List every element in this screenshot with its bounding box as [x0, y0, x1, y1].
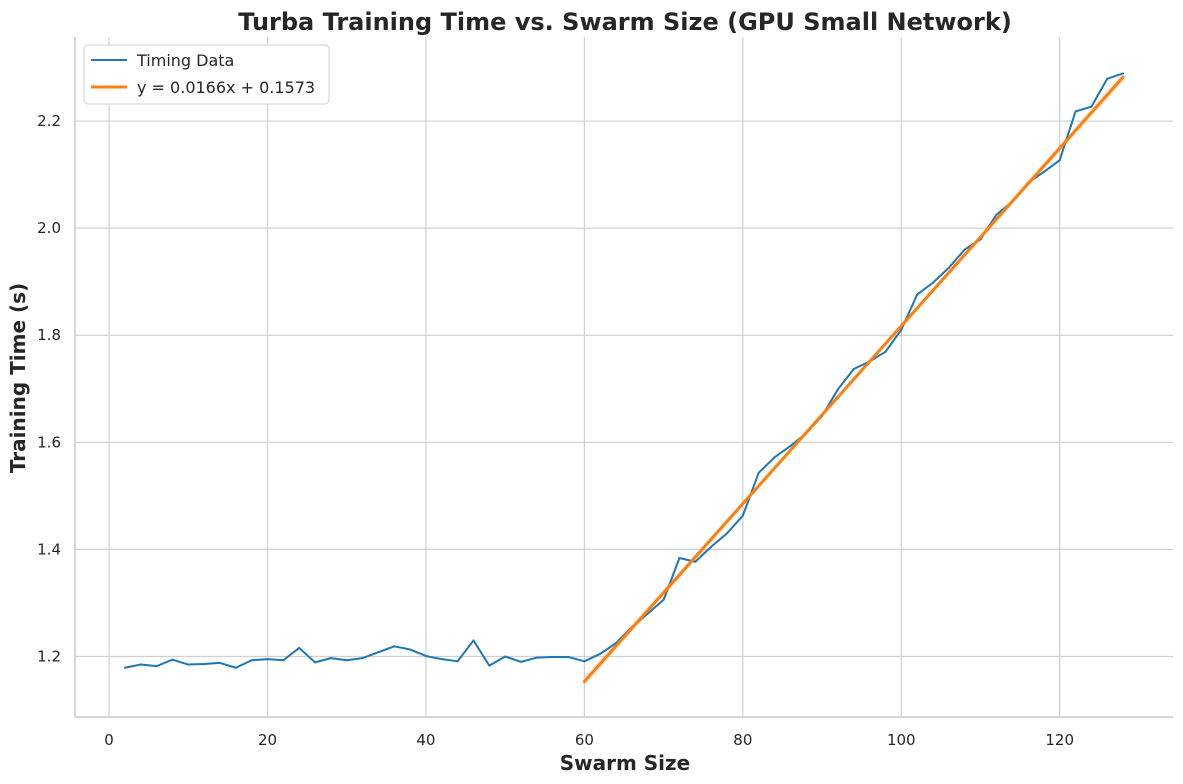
x-tick-label: 60: [575, 731, 594, 749]
data-point: [789, 445, 792, 448]
data-point: [250, 659, 253, 662]
data-point: [757, 471, 760, 474]
x-tick-label: 40: [416, 731, 435, 749]
axes-spines: [74, 37, 1173, 718]
data-point: [741, 514, 744, 517]
data-point: [1106, 77, 1109, 80]
data-point: [551, 656, 554, 659]
y-tick-label: 1.8: [37, 326, 61, 344]
data-point: [424, 654, 427, 657]
data-point: [1042, 170, 1045, 173]
y-tick-label: 1.2: [37, 647, 61, 665]
data-point: [916, 293, 919, 296]
data-point: [298, 646, 301, 649]
x-tick-label: 120: [1045, 731, 1074, 749]
legend: Timing Data y = 0.0166x + 0.1573: [83, 44, 330, 105]
data-point: [678, 556, 681, 559]
data-point: [218, 661, 221, 664]
data-point: [836, 388, 839, 391]
chart-title: Turba Training Time vs. Swarm Size (GPU …: [238, 8, 1012, 36]
data-point: [456, 660, 459, 663]
data-point: [123, 666, 126, 669]
data-point: [314, 661, 317, 664]
tick-labels: 0 20 40 60 80 100 120 1.2 1.4 1.6 1.8 2.0 2.2: [37, 112, 1074, 749]
x-tick-label: 0: [104, 731, 114, 749]
data-point: [155, 665, 158, 668]
data-point: [139, 663, 142, 666]
data-point: [710, 545, 713, 548]
legend-label-timing-data: Timing Data: [136, 51, 234, 70]
y-axis-label: Training Time (s): [6, 283, 30, 473]
data-point: [900, 328, 903, 331]
data-point: [963, 248, 966, 251]
data-point: [995, 213, 998, 216]
data-point: [1122, 72, 1125, 75]
x-tick-label: 20: [258, 731, 277, 749]
y-tick-label: 1.6: [37, 433, 61, 451]
data-point: [440, 658, 443, 661]
data-point: [504, 655, 507, 658]
data-point: [282, 659, 285, 662]
data-point: [662, 598, 665, 601]
series-line-timing-data: [124, 72, 1124, 669]
data-point: [1090, 105, 1093, 108]
data-point: [1058, 159, 1061, 162]
grid: [75, 37, 1173, 717]
data-point: [725, 532, 728, 535]
data-point: [535, 656, 538, 659]
data-point: [345, 659, 348, 662]
data-point: [520, 660, 523, 663]
x-axis-label: Swarm Size: [560, 751, 691, 775]
data-point: [377, 651, 380, 654]
x-tick-label: 80: [733, 731, 752, 749]
data-point: [567, 656, 570, 659]
data-point: [1074, 110, 1077, 113]
data-point: [393, 645, 396, 648]
data-point: [187, 663, 190, 666]
series-layer: [123, 72, 1125, 684]
data-point: [583, 660, 586, 663]
data-point: [203, 662, 206, 665]
y-tick-label: 2.0: [37, 219, 61, 237]
data-point: [773, 456, 776, 459]
data-point: [234, 666, 237, 669]
data-point: [409, 648, 412, 651]
data-point: [694, 560, 697, 563]
y-tick-label: 2.2: [37, 112, 61, 130]
legend-box: [83, 44, 330, 105]
legend-label-fit-line: y = 0.0166x + 0.1573: [137, 78, 315, 97]
x-tick-label: 100: [887, 731, 916, 749]
data-point: [488, 664, 491, 667]
data-point: [171, 658, 174, 661]
data-point: [361, 657, 364, 660]
data-point: [931, 281, 934, 284]
data-point: [852, 367, 855, 370]
data-point: [472, 639, 475, 642]
data-point: [947, 266, 950, 269]
series-line-fit: [582, 75, 1125, 684]
data-point: [266, 658, 269, 661]
y-tick-label: 1.4: [37, 540, 61, 558]
data-point: [329, 657, 332, 660]
data-point: [884, 350, 887, 353]
data-point: [599, 652, 602, 655]
